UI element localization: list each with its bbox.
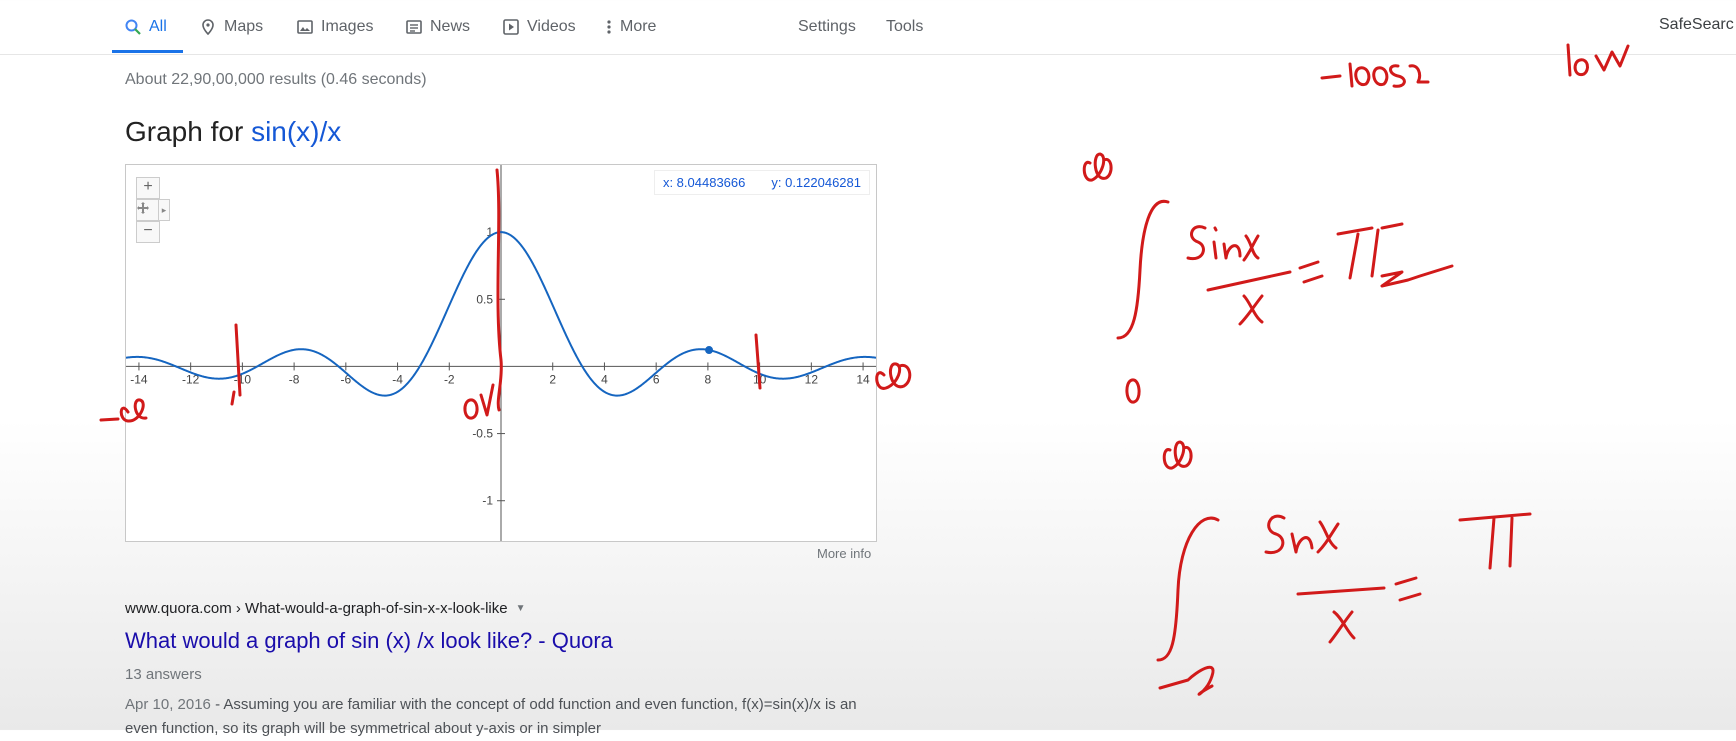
x-tick-label: 12 [805,372,819,386]
zoom-controls: + ▸ − [136,177,170,243]
tools-label: Tools [886,18,924,35]
search-nav-bar: All Maps Images News Videos More Setting… [0,0,1736,55]
ink-lower-limit-2 [1158,665,1215,696]
ink-neg-sign [99,417,120,422]
ink-fraction-bar-2 [1296,586,1386,596]
readout-y: y: 0.122046281 [771,175,861,190]
tab-images[interactable]: Images [296,14,373,40]
search-icon [125,19,141,35]
graph-widget[interactable]: -14 -12 -10 -8 -6 -4 -2 2 4 6 8 10 12 14 -1 -0.5 0.5 1 + … [125,164,877,542]
settings-label: Settings [798,18,856,35]
result-url-text: www.quora.com › What-would-a-graph-of-si… [125,600,508,617]
x-tick-label: -14 [130,372,148,386]
tab-videos[interactable]: Videos [502,14,576,40]
result-snippet-text: - Assuming you are familiar with the con… [125,696,857,737]
ink-fraction-bar-1 [1206,270,1292,292]
ink-note-top-left [1320,62,1430,88]
ink-x-denominator-2 [1328,610,1356,644]
ink-upper-limit-1 [1082,152,1113,182]
result-answer-count: 13 answers [125,666,202,683]
result-stats: About 22,90,00,000 results (0.46 seconds… [125,71,427,88]
x-tick-label: 2 [549,372,556,386]
caret-down-icon[interactable]: ▼ [515,603,526,614]
function-plot[interactable]: -14 -12 -10 -8 -6 -4 -2 2 4 6 8 10 12 14-1-0.50.51 [126,165,876,541]
tab-news[interactable]: News [405,14,470,40]
tools-link[interactable]: Tools [886,14,923,40]
x-tick-label: -6 [340,372,351,386]
result-breadcrumb[interactable]: www.quora.com › What-would-a-graph-of-si… [125,600,526,617]
tab-news-label: News [430,18,471,35]
y-tick-label: -1 [482,494,493,508]
zoom-in-button[interactable]: + [136,177,160,199]
ink-x-denominator-1 [1238,294,1264,326]
newspaper-icon [406,20,422,34]
play-icon [503,19,519,35]
tab-more-label: More [620,18,657,35]
pan-icon[interactable] [136,199,160,221]
ink-equals-1 [1298,260,1324,284]
ink-pi-over-2 [1336,222,1454,288]
tab-all[interactable]: All [124,14,167,40]
ink-integral-sign-1 [1116,199,1170,340]
result-snippet: Apr 10, 2016 - Assuming you are familiar… [125,693,885,741]
tab-maps[interactable]: Maps [199,14,263,40]
y-tick-label: 0.5 [476,292,493,306]
kebab-icon [607,20,611,34]
x-tick-label: 14 [856,372,870,386]
tab-videos-label: Videos [527,18,576,35]
ink-equals-2 [1394,576,1422,602]
x-tick-label: 6 [653,372,660,386]
ink-lower-limit-1 [1125,378,1141,404]
x-tick-label: -12 [182,372,200,386]
coordinate-readout: x: 8.04483666 y: 0.122046281 [653,170,870,195]
highlight-point [705,346,714,355]
x-tick-label: -4 [392,372,403,386]
x-tick-label: 8 [705,372,712,386]
ink-pi [1458,512,1532,570]
graph-title: Graph for sin(x)/x [125,116,341,148]
zoom-out-button[interactable]: − [136,221,160,243]
result-date: Apr 10, 2016 [125,696,211,713]
tab-maps-label: Maps [224,18,264,35]
ink-integral-sign-2 [1156,516,1220,662]
graph-function-link[interactable]: sin(x)/x [251,116,342,147]
x-tick-label: 4 [601,372,608,386]
ink-infinity-right [875,362,912,390]
ink-sinx-1 [1186,225,1260,262]
y-tick-label: 1 [486,225,493,239]
settings-link[interactable]: Settings [798,14,856,40]
ink-upper-limit-2 [1162,440,1193,470]
x-tick-label: -8 [289,372,300,386]
active-tab-indicator [112,50,183,53]
ink-sinx-2 [1264,514,1340,555]
tab-more[interactable]: More [605,14,656,40]
y-tick-label: -0.5 [472,427,493,441]
pan-right-icon[interactable]: ▸ [158,199,170,221]
result-title-link[interactable]: What would a graph of sin (x) /x look li… [125,628,613,653]
more-info-link[interactable]: More info [817,546,872,561]
image-icon [297,20,313,34]
readout-x: x: 8.04483666 [662,175,746,190]
tab-images-label: Images [321,18,374,35]
safesearch-link[interactable]: SafeSearc [1659,16,1734,33]
graph-title-prefix: Graph for [125,116,244,147]
map-pin-icon [202,19,214,36]
tab-all-label: All [149,18,167,35]
x-tick-label: -2 [444,372,455,386]
